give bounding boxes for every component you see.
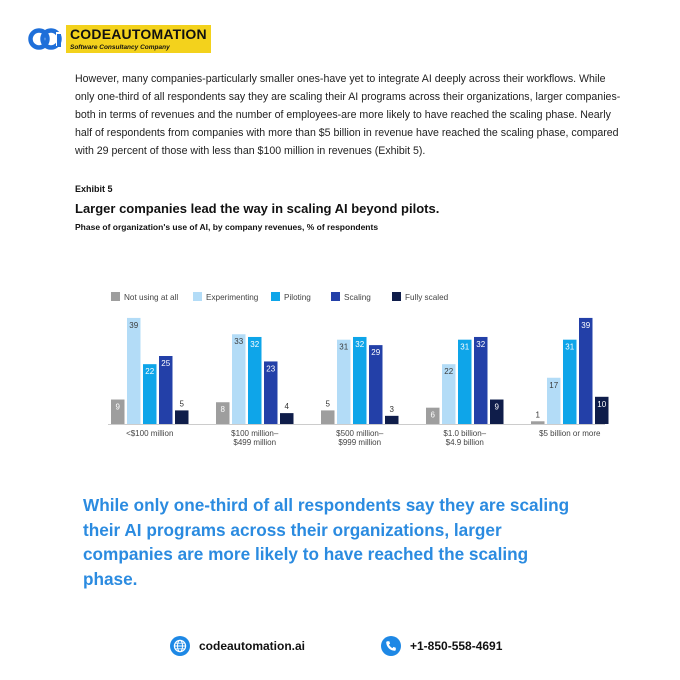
bar xyxy=(531,421,545,424)
bar xyxy=(127,317,141,424)
bar xyxy=(248,336,262,424)
bar xyxy=(385,415,399,424)
bar-value-label: 1 xyxy=(536,410,541,419)
phone-contact[interactable]: +1-850-558-4691 xyxy=(381,636,502,656)
bar xyxy=(143,364,157,424)
category-label: $500 million– xyxy=(336,429,384,438)
chart-subtitle: Phase of organization's use of AI, by co… xyxy=(75,222,379,232)
bar xyxy=(563,339,577,424)
globe-icon xyxy=(170,636,190,656)
bar-value-label: 39 xyxy=(581,321,590,330)
bar-value-label: 23 xyxy=(266,364,275,373)
legend-label: Experimenting xyxy=(206,293,259,302)
bar xyxy=(353,336,367,424)
bar-value-label: 31 xyxy=(565,343,574,352)
category-label: $1.0 billion– xyxy=(443,429,486,438)
bar-value-label: 10 xyxy=(597,400,606,409)
legend-swatch xyxy=(271,292,280,301)
bar-value-label: 25 xyxy=(161,359,170,368)
bar-value-label: 31 xyxy=(339,343,348,352)
bar-value-label: 3 xyxy=(390,405,395,414)
bar xyxy=(369,345,383,424)
bar xyxy=(442,364,456,424)
bar xyxy=(474,336,488,424)
grouped-bar-chart: Not using at all Experimenting Piloting Sca… xyxy=(108,292,609,447)
bar xyxy=(579,317,593,424)
website-contact[interactable]: codeautomation.ai xyxy=(170,636,305,656)
legend-label: Piloting xyxy=(284,293,311,302)
bar xyxy=(595,396,609,424)
logo-mark-icon xyxy=(28,26,62,52)
bar-value-label: 33 xyxy=(234,337,243,346)
category-label: $5 billion or more xyxy=(539,429,601,438)
bar-value-label: 22 xyxy=(145,367,154,376)
legend-swatch xyxy=(111,292,120,301)
bar-value-label: 6 xyxy=(431,411,436,420)
bar xyxy=(321,410,335,424)
legend-label: Fully scaled xyxy=(405,293,449,302)
bar xyxy=(547,377,561,424)
legend-label: Not using at all xyxy=(124,293,178,302)
body-paragraph: However, many companies-particularly sma… xyxy=(75,73,621,157)
bar-value-label: 29 xyxy=(371,348,380,357)
phone-icon xyxy=(381,636,401,656)
bar-value-label: 5 xyxy=(326,399,331,408)
bar-value-label: 32 xyxy=(476,340,485,349)
bar-value-label: 5 xyxy=(180,399,185,408)
legend-swatch xyxy=(392,292,401,301)
bar-value-label: 32 xyxy=(250,340,259,349)
category-label: $999 million xyxy=(338,438,381,447)
bar xyxy=(159,356,173,424)
bar xyxy=(175,410,189,424)
website-link[interactable]: codeautomation.ai xyxy=(199,639,306,653)
phone-number[interactable]: +1-850-558-4691 xyxy=(410,639,503,653)
legend-swatch xyxy=(193,292,202,301)
callout-text: While only one-third of all respondents … xyxy=(83,495,570,589)
category-label: $4.9 billion xyxy=(446,438,484,447)
bar xyxy=(264,361,278,424)
bar-value-label: 17 xyxy=(549,381,558,390)
bar xyxy=(216,402,230,424)
bar xyxy=(458,339,472,424)
legend-swatch xyxy=(331,292,340,301)
bar xyxy=(232,334,246,424)
bar-value-label: 39 xyxy=(129,321,138,330)
category-label: $499 million xyxy=(233,438,276,447)
category-label: $100 million– xyxy=(231,429,279,438)
bar xyxy=(490,399,504,424)
category-label: <$100 million xyxy=(126,429,173,438)
exhibit-label: Exhibit 5 xyxy=(75,184,113,194)
bar xyxy=(426,407,440,424)
bar xyxy=(337,339,351,424)
bar-value-label: 31 xyxy=(460,343,469,352)
bar-value-label: 9 xyxy=(116,403,121,412)
logo-tagline: Software Consultancy Company xyxy=(66,43,211,53)
bar xyxy=(280,413,294,424)
bar xyxy=(111,399,125,424)
bar-value-label: 8 xyxy=(221,405,226,414)
bar-value-label: 4 xyxy=(285,402,290,411)
bar-value-label: 22 xyxy=(444,367,453,376)
company-logo: CODEAUTOMATION Software Consultancy Comp… xyxy=(28,25,211,53)
bar-value-label: 32 xyxy=(355,340,364,349)
bar-value-label: 9 xyxy=(495,403,500,412)
logo-name: CODEAUTOMATION xyxy=(66,25,211,43)
chart-title: Larger companies lead the way in scaling… xyxy=(75,201,440,216)
legend-label: Scaling xyxy=(344,293,371,302)
